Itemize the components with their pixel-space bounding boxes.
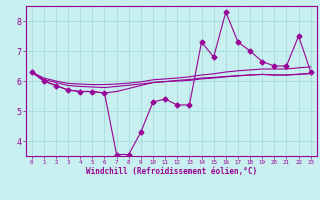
X-axis label: Windchill (Refroidissement éolien,°C): Windchill (Refroidissement éolien,°C)	[86, 167, 257, 176]
